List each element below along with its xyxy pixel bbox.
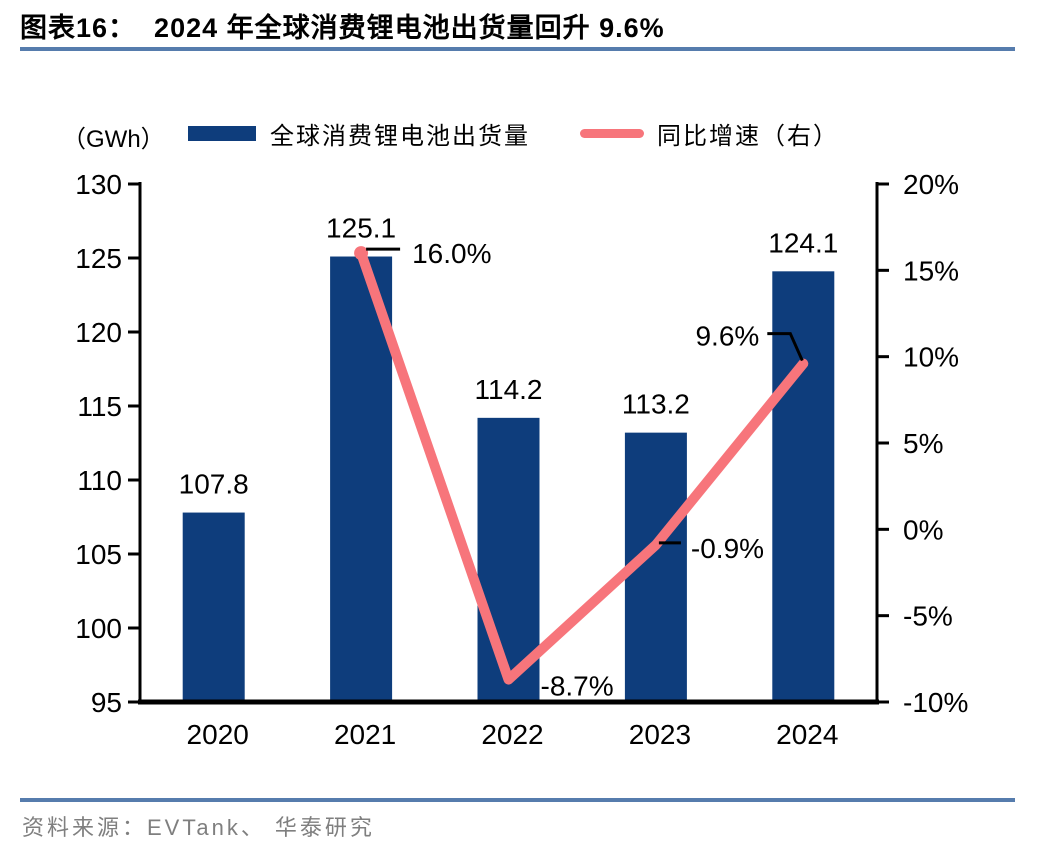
right-tick-label: -5%	[903, 601, 953, 632]
x-axis: 2020 2021 2022 2023 2024	[138, 699, 879, 750]
y-axis-right: 20% 15% 10% 5% 0% -5% -10%	[875, 169, 968, 718]
bar-value-label: 114.2	[475, 374, 543, 405]
left-tick-label: 125	[75, 243, 122, 274]
line-series	[354, 246, 809, 685]
figure-number-label: 图表16：	[20, 13, 137, 43]
left-tick-label: 100	[75, 613, 122, 644]
legend-bar-label: 全球消费锂电池出货量	[270, 122, 530, 150]
bar-value-label: 125.1	[326, 213, 396, 244]
left-tick-label: 110	[77, 465, 122, 496]
growth-value-label: 16.0%	[412, 238, 491, 269]
legend: （GWh） 全球消费锂电池出货量 同比增速（右）	[0, 112, 1048, 154]
bar-value-label: 113.2	[622, 389, 690, 420]
right-tick-label: 5%	[903, 428, 943, 459]
right-tick-label: 10%	[903, 342, 959, 373]
left-tick-label: 130	[75, 169, 122, 200]
x-tick-label: 2021	[334, 719, 396, 750]
legend-item-shipments: 全球消费锂电池出货量	[188, 112, 530, 154]
bar-swatch-icon	[188, 125, 256, 141]
right-tick-label: -10%	[903, 687, 968, 718]
growth-value-label: 9.6%	[695, 321, 759, 352]
x-tick-label: 2023	[629, 719, 691, 750]
left-tick-label: 115	[77, 391, 122, 422]
line-start-dot	[354, 246, 369, 261]
bar-2020	[182, 512, 245, 702]
annotation-connector	[767, 332, 804, 362]
right-tick-label: 15%	[903, 255, 959, 286]
page-title: 图表16： 2024 年全球消费锂电池出货量回升 9.6%	[20, 6, 665, 45]
bar-2024	[772, 271, 835, 702]
growth-value-label: -8.7%	[541, 671, 614, 702]
line-annotations: 16.0% -8.7% -0.9% 9.6%	[366, 238, 804, 702]
left-tick-label: 95	[91, 687, 122, 718]
bar-value-label: 107.8	[179, 469, 249, 500]
bar-value-label: 124.1	[768, 227, 838, 258]
x-tick-label: 2024	[776, 719, 838, 750]
bars-series: 107.8 125.1 114.2 113.2 124.1	[179, 213, 838, 702]
chart-plot: 107.8 125.1 114.2 113.2 124.1 16.0% -8.7% -0.9%…	[75, 169, 968, 750]
source-divider	[20, 798, 1015, 802]
legend-line-label: 同比增速（右）	[657, 122, 839, 150]
right-tick-label: 20%	[903, 169, 959, 200]
legend-item-growth: 同比增速（右）	[580, 112, 839, 154]
y-axis-left: 130 125 120 115 110 105 100 95	[75, 169, 142, 718]
x-tick-label: 2022	[481, 719, 543, 750]
bar-2021	[330, 256, 393, 702]
left-tick-label: 120	[75, 317, 122, 348]
title-divider	[20, 47, 1015, 51]
line-swatch-icon	[580, 128, 644, 138]
left-axis-unit-label: （GWh）	[62, 126, 165, 153]
right-tick-label: 0%	[903, 514, 943, 545]
x-tick-label: 2020	[187, 719, 249, 750]
growth-value-label: -0.9%	[691, 533, 764, 564]
figure-title-text: 2024 年全球消费锂电池出货量回升 9.6%	[154, 13, 665, 43]
left-tick-label: 105	[75, 539, 122, 570]
growth-line	[356, 248, 809, 685]
source-text: 资料来源：EVTank、 华泰研究	[22, 815, 375, 840]
